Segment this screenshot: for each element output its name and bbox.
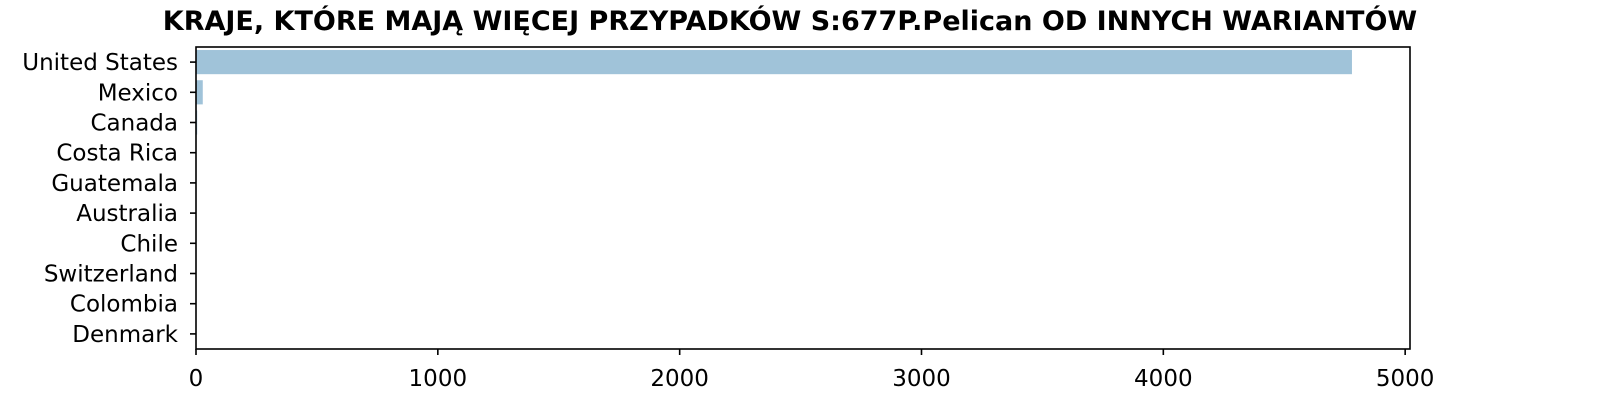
plot-frame: [196, 47, 1410, 349]
chart-title: KRAJE, KTÓRE MAJĄ WIĘCEJ PRZYPADKÓW S:67…: [163, 5, 1417, 37]
axes-layer: United States Mexico Canada Costa Rica Guate…: [22, 47, 1434, 392]
x-tick-label: 3000: [892, 366, 951, 392]
y-tick-label: Denmark: [72, 322, 178, 348]
y-tick-label: Guatemala: [51, 171, 178, 197]
y-tick-label: Mexico: [98, 80, 178, 106]
y-tick-label: Chile: [120, 231, 178, 257]
bars-layer: [196, 50, 1352, 346]
y-tick-label: United States: [22, 50, 178, 76]
bar-united-states: [196, 50, 1352, 74]
y-tick-label: Canada: [90, 111, 178, 137]
y-tick-label: Colombia: [70, 292, 178, 318]
y-tick-label: Switzerland: [44, 262, 178, 288]
x-tick-label: 0: [189, 366, 204, 392]
y-tick-label: Australia: [76, 201, 178, 227]
x-tick-label: 2000: [650, 366, 709, 392]
x-tick-label: 4000: [1134, 366, 1193, 392]
x-tick-label: 1000: [409, 366, 468, 392]
bar-mexico: [196, 80, 203, 104]
y-tick-label: Costa Rica: [56, 141, 178, 167]
x-tick-label: 5000: [1376, 366, 1435, 392]
